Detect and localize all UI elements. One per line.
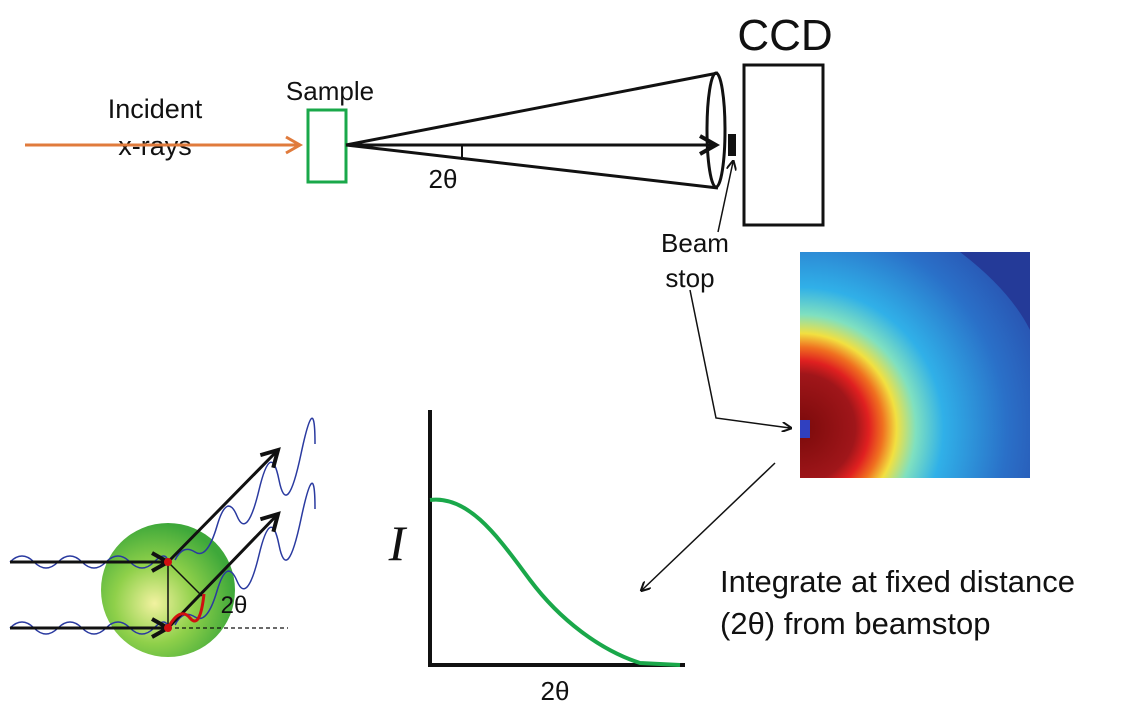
- y-axis-label: I: [388, 515, 408, 571]
- sample: [308, 110, 346, 182]
- cone-base: [707, 73, 725, 187]
- intensity-curve: [430, 500, 680, 665]
- sphere-angle-label: 2θ: [221, 592, 248, 619]
- caption: Integrate at fixed distance: [720, 564, 1075, 599]
- scatter-point: [164, 624, 172, 632]
- pointer: [690, 290, 790, 428]
- pointer: [718, 162, 733, 232]
- beam-stop: [728, 134, 736, 156]
- detector-label: CCD: [737, 11, 832, 60]
- caption: (2θ) from beamstop: [720, 606, 991, 641]
- beam-stop-shadow: [800, 420, 810, 438]
- scatter-angle-label: 2θ: [429, 164, 458, 194]
- beam-stop-label: Beam: [661, 228, 729, 258]
- cone-edge: [346, 73, 718, 145]
- x-axis-label: 2θ: [541, 676, 570, 704]
- cone-edge: [346, 145, 718, 188]
- incident-label: Incident: [108, 94, 203, 124]
- diagram: Incident x-rays Sample 2θ CCD Beam stop …: [0, 0, 1136, 704]
- sample-label: Sample: [286, 76, 374, 106]
- beam-stop-label: stop: [665, 263, 714, 293]
- detector-image: [800, 252, 1030, 478]
- scatter-point: [164, 558, 172, 566]
- detector: [744, 65, 823, 225]
